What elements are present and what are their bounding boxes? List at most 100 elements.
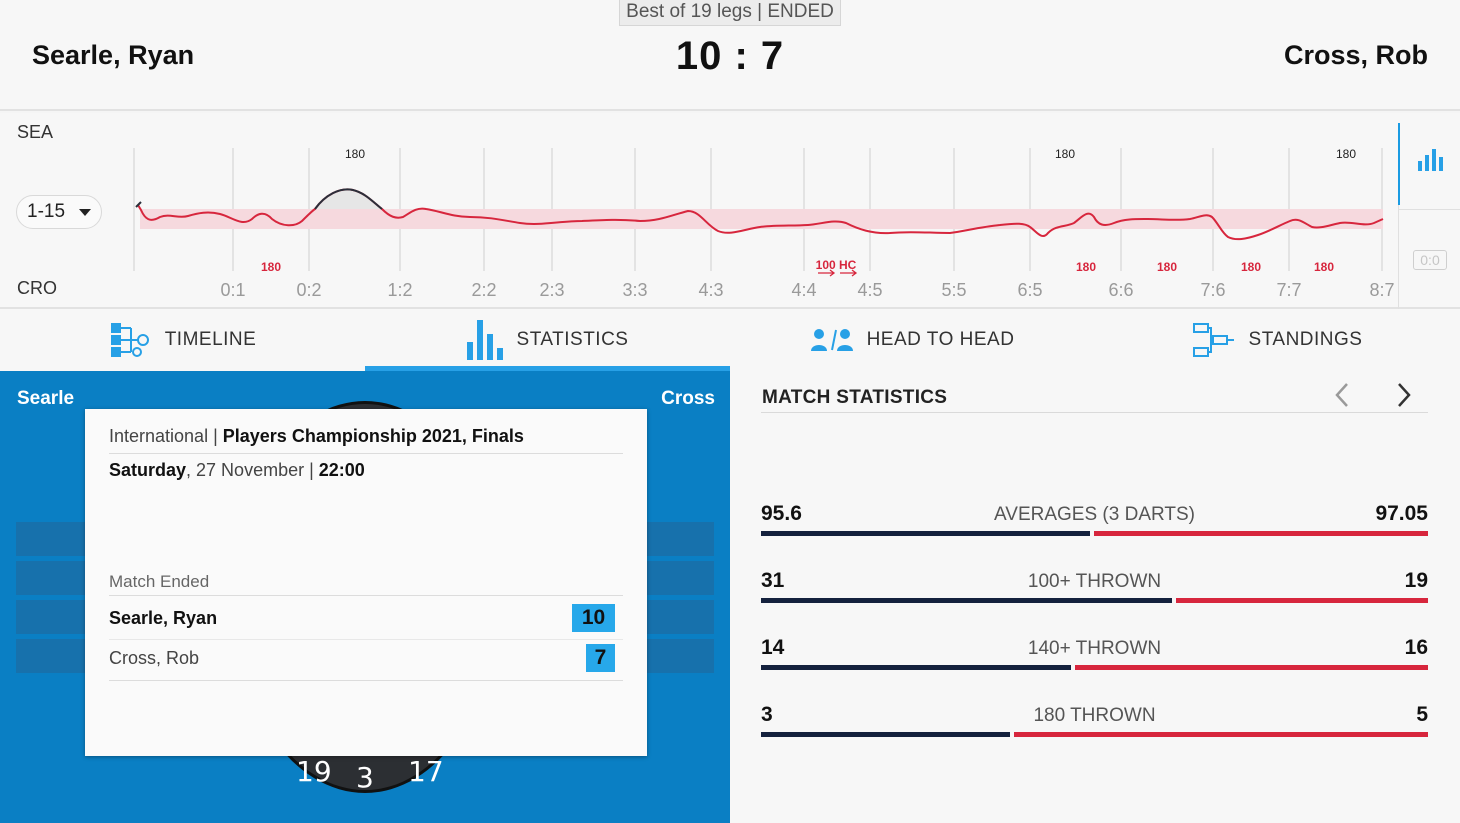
- divider: [109, 680, 623, 681]
- leg-score-label: 3:3: [622, 280, 647, 300]
- dartboard-numbers: 19 3 17: [0, 755, 730, 795]
- board-stripe: [646, 522, 714, 556]
- match-datetime: Saturday, 27 November | 22:00: [109, 460, 365, 481]
- tab-head-to-head[interactable]: HEAD TO HEAD: [730, 309, 1095, 371]
- away-180-marker: 180: [1241, 260, 1261, 274]
- leg-score-label: 4:5: [857, 280, 882, 300]
- leg-score-label: 6:5: [1017, 280, 1042, 300]
- away-180-marker: 180: [1314, 260, 1334, 274]
- home-180-marker: 180: [1055, 147, 1075, 161]
- stat-home-value: 3: [761, 703, 773, 726]
- chevron-left-icon[interactable]: [1334, 382, 1350, 408]
- card-away-name: Cross, Rob: [109, 648, 200, 668]
- home-momentum-line: [314, 188, 383, 210]
- players-icon: [810, 329, 853, 351]
- away-short-name: Cross: [661, 388, 715, 409]
- board-stripe: [16, 561, 86, 595]
- board-number: 3: [356, 761, 374, 794]
- home-short-name: Searle: [17, 388, 75, 409]
- match-info-card: International | Players Championship 202…: [85, 409, 647, 756]
- divider: [761, 412, 1428, 413]
- home-180-marker: 180: [1336, 147, 1356, 161]
- stat-home-bar: [761, 531, 1090, 536]
- momentum-start-tick: [135, 201, 142, 208]
- match-tabs: TIMELINE STATISTICS HEAD TO HEAD: [0, 309, 1460, 371]
- stat-home-bar: [761, 665, 1071, 670]
- bar-chart-icon: [466, 320, 503, 360]
- timeline-icon: [110, 323, 149, 357]
- stat-away-bar: [1094, 531, 1428, 536]
- leg-score-label: 7:7: [1276, 280, 1301, 300]
- board-stripe: [646, 561, 714, 595]
- tab-statistics[interactable]: STATISTICS: [365, 309, 730, 371]
- leg-score-panel: 0:0: [1399, 209, 1460, 309]
- chart-mode-toggle[interactable]: [1398, 123, 1460, 205]
- leg-range-value: 1-15: [27, 201, 66, 222]
- leg-score-label: 4:4: [791, 280, 816, 300]
- stat-label: 180 THROWN: [1033, 705, 1156, 726]
- stat-row: 3 180 THROWN 5: [761, 703, 1428, 743]
- score-separator: :: [734, 34, 761, 78]
- leg-score-label: 0:1: [220, 280, 245, 300]
- chart-side-panel: 0:0: [1398, 123, 1460, 309]
- match-statistics-title: MATCH STATISTICS: [762, 387, 948, 408]
- leg-score-label: 2:2: [471, 280, 496, 300]
- tab-timeline[interactable]: TIMELINE: [0, 309, 365, 371]
- divider: [109, 453, 623, 454]
- stat-row: 95.6 AVERAGES (3 DARTS) 97.05: [761, 502, 1428, 542]
- scoreboard-header: Best of 19 legs | ENDED Searle, Ryan 10 …: [0, 0, 1460, 111]
- board-stripe: [16, 600, 86, 634]
- leg-score-label: 6:6: [1108, 280, 1133, 300]
- match-time: 22:00: [318, 460, 365, 480]
- stat-home-bar: [761, 732, 1010, 737]
- match-date: , 27 November |: [186, 460, 319, 480]
- bar-chart-icon: [1418, 149, 1443, 171]
- stat-home-value: 14: [761, 636, 785, 659]
- card-home-score: 10: [572, 604, 615, 632]
- board-stripe: [646, 639, 714, 673]
- board-stripe: [16, 639, 86, 673]
- leg-score-label: 2:3: [539, 280, 564, 300]
- tournament-name: Players Championship 2021, Finals: [222, 426, 524, 446]
- leg-score-label: 5:5: [941, 280, 966, 300]
- stat-away-bar: [1014, 732, 1428, 737]
- tournament-category: International: [109, 426, 209, 446]
- momentum-chart: 0:1 0:2 1:2 2:2 2:3 3:3 4:3 4:4 4:5 5:5 6:5 6:6 7:6 7…: [133, 147, 1395, 300]
- tab-head-to-head-label: HEAD TO HEAD: [866, 329, 1015, 350]
- home-code-label: SEA: [17, 122, 54, 142]
- chevron-right-icon[interactable]: [1396, 382, 1412, 408]
- away-score: 7: [760, 34, 785, 78]
- stat-row: 31 100+ THROWN 19: [761, 569, 1428, 609]
- stat-away-value: 16: [1404, 636, 1428, 659]
- tab-timeline-label: TIMELINE: [164, 329, 257, 350]
- away-code-label: CRO: [17, 278, 57, 298]
- stat-home-value: 31: [761, 569, 785, 592]
- leg-score-labels: 0:1 0:2 1:2 2:2 2:3 3:3 4:3 4:4 4:5 5:5 6:5 6:6 7:6 7…: [220, 280, 1394, 300]
- stat-label: AVERAGES (3 DARTS): [994, 504, 1195, 525]
- stat-away-value: 19: [1404, 569, 1428, 592]
- leg-score-label: 8:7: [1369, 280, 1394, 300]
- stat-away-value: 97.05: [1375, 502, 1428, 525]
- stat-label: 140+ THROWN: [1027, 638, 1162, 659]
- momentum-line: [137, 188, 1384, 241]
- caret-down-icon: [79, 209, 91, 216]
- card-home-name: Searle, Ryan: [109, 608, 218, 628]
- match-day: Saturday: [109, 460, 187, 480]
- home-player-name: Searle, Ryan: [32, 40, 195, 70]
- board-number: 17: [408, 755, 444, 788]
- tab-standings[interactable]: STANDINGS: [1095, 309, 1460, 371]
- leg-range-select[interactable]: 1-15: [16, 195, 102, 229]
- stat-row: 14 140+ THROWN 16: [761, 636, 1428, 676]
- bracket-icon: [1192, 323, 1234, 357]
- current-leg-score: 0:0: [1413, 250, 1447, 270]
- match-format-badge: Best of 19 legs | ENDED: [619, 0, 841, 26]
- away-player-name: Cross, Rob: [1283, 40, 1428, 70]
- home-180-marker: 180: [345, 147, 365, 161]
- checkout-arrow-icon: [818, 269, 858, 277]
- stat-home-bar: [761, 598, 1172, 603]
- match-score: 10 : 7: [620, 34, 840, 79]
- leg-score-label: 1:2: [387, 280, 412, 300]
- away-180-marker: 180: [1157, 260, 1177, 274]
- away-180-marker: 180: [261, 260, 281, 274]
